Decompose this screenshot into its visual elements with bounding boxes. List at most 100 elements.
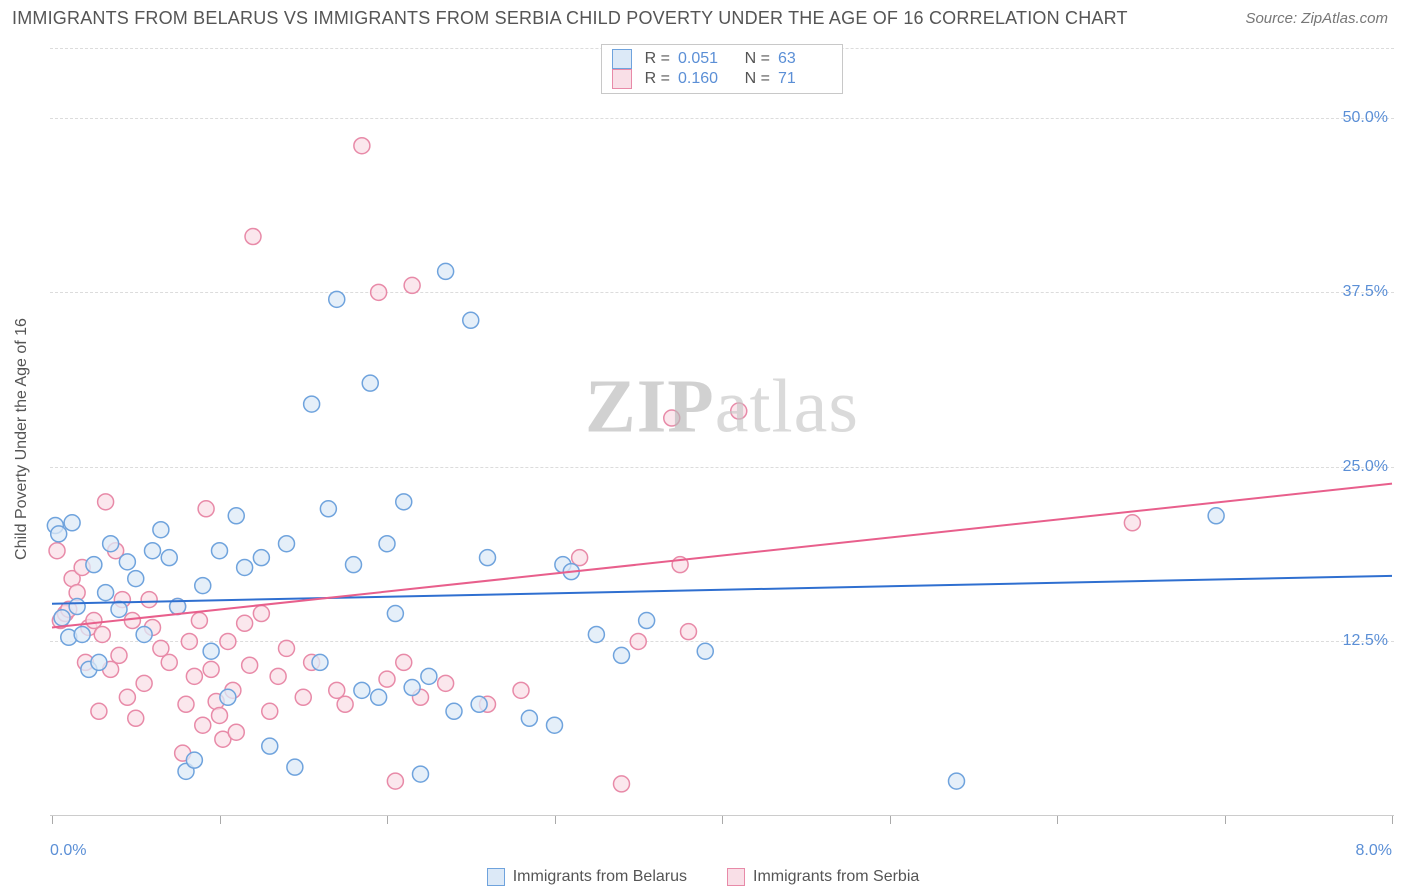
scatter-point xyxy=(54,610,70,626)
n-value: 71 xyxy=(778,70,832,88)
scatter-point xyxy=(387,773,403,789)
scatter-point xyxy=(279,536,295,552)
scatter-point xyxy=(153,640,169,656)
scatter-point xyxy=(664,410,680,426)
scatter-point xyxy=(371,689,387,705)
scatter-point xyxy=(191,613,207,629)
scatter-point xyxy=(228,508,244,524)
x-tick xyxy=(1057,816,1058,824)
scatter-point xyxy=(220,689,236,705)
scatter-point xyxy=(111,647,127,663)
scatter-point xyxy=(228,724,244,740)
scatter-point xyxy=(119,689,135,705)
scatter-point xyxy=(198,501,214,517)
chart-area: Child Poverty Under the Age of 16 12.5%2… xyxy=(50,44,1394,834)
scatter-point xyxy=(387,606,403,622)
scatter-point xyxy=(64,515,80,531)
scatter-point xyxy=(136,626,152,642)
correlation-legend-row: R = 0.160 N = 71 xyxy=(612,69,832,89)
scatter-point xyxy=(463,312,479,328)
scatter-point xyxy=(949,773,965,789)
scatter-point xyxy=(337,696,353,712)
scatter-point xyxy=(404,680,420,696)
scatter-point xyxy=(111,601,127,617)
scatter-point xyxy=(91,654,107,670)
scatter-point xyxy=(124,613,140,629)
r-label: R = xyxy=(640,50,670,68)
scatter-point xyxy=(304,396,320,412)
n-label: N = xyxy=(740,70,770,88)
scatter-point xyxy=(98,494,114,510)
scatter-point xyxy=(362,375,378,391)
scatter-point xyxy=(186,752,202,768)
legend-swatch xyxy=(727,868,745,886)
scatter-point xyxy=(614,647,630,663)
scatter-point xyxy=(153,522,169,538)
legend-swatch xyxy=(612,49,632,69)
scatter-point xyxy=(91,703,107,719)
scatter-point xyxy=(404,277,420,293)
legend-swatch xyxy=(487,868,505,886)
scatter-plot xyxy=(50,44,1394,834)
legend-label: Immigrants from Serbia xyxy=(753,868,919,886)
scatter-point xyxy=(471,696,487,712)
scatter-point xyxy=(103,536,119,552)
scatter-point xyxy=(346,557,362,573)
scatter-point xyxy=(547,717,563,733)
scatter-point xyxy=(329,682,345,698)
scatter-point xyxy=(51,526,67,542)
scatter-point xyxy=(86,557,102,573)
scatter-point xyxy=(329,291,345,307)
scatter-point xyxy=(513,682,529,698)
x-tick xyxy=(52,816,53,824)
scatter-point xyxy=(588,626,604,642)
scatter-point xyxy=(237,559,253,575)
legend-swatch xyxy=(612,69,632,89)
r-label: R = xyxy=(640,70,670,88)
scatter-point xyxy=(681,624,697,640)
n-label: N = xyxy=(740,50,770,68)
scatter-point xyxy=(74,626,90,642)
scatter-point xyxy=(141,592,157,608)
scatter-point xyxy=(195,578,211,594)
scatter-point xyxy=(312,654,328,670)
x-tick xyxy=(890,816,891,824)
scatter-point xyxy=(446,703,462,719)
scatter-point xyxy=(237,615,253,631)
scatter-point xyxy=(262,738,278,754)
scatter-point xyxy=(396,494,412,510)
x-tick xyxy=(1225,816,1226,824)
scatter-point xyxy=(697,643,713,659)
r-value: 0.160 xyxy=(678,70,732,88)
trend-line xyxy=(52,576,1392,604)
scatter-point xyxy=(270,668,286,684)
scatter-point xyxy=(195,717,211,733)
scatter-point xyxy=(639,613,655,629)
x-tick xyxy=(220,816,221,824)
scatter-point xyxy=(438,675,454,691)
scatter-point xyxy=(572,550,588,566)
scatter-point xyxy=(181,633,197,649)
legend-item: Immigrants from Belarus xyxy=(487,868,687,886)
scatter-point xyxy=(480,550,496,566)
x-tick xyxy=(722,816,723,824)
scatter-point xyxy=(413,766,429,782)
legend-item: Immigrants from Serbia xyxy=(727,868,919,886)
scatter-point xyxy=(136,675,152,691)
scatter-point xyxy=(220,633,236,649)
scatter-point xyxy=(161,550,177,566)
scatter-point xyxy=(279,640,295,656)
scatter-point xyxy=(94,626,110,642)
scatter-point xyxy=(119,554,135,570)
legend-label: Immigrants from Belarus xyxy=(513,868,687,886)
x-tick xyxy=(1392,816,1393,824)
scatter-point xyxy=(1208,508,1224,524)
scatter-point xyxy=(245,229,261,245)
scatter-point xyxy=(614,776,630,792)
series-legend: Immigrants from Belarus Immigrants from S… xyxy=(0,868,1406,886)
scatter-point xyxy=(379,671,395,687)
scatter-point xyxy=(128,710,144,726)
correlation-legend: R = 0.051N = 63R = 0.160N = 71 xyxy=(601,44,843,94)
scatter-point xyxy=(320,501,336,517)
scatter-point xyxy=(354,682,370,698)
